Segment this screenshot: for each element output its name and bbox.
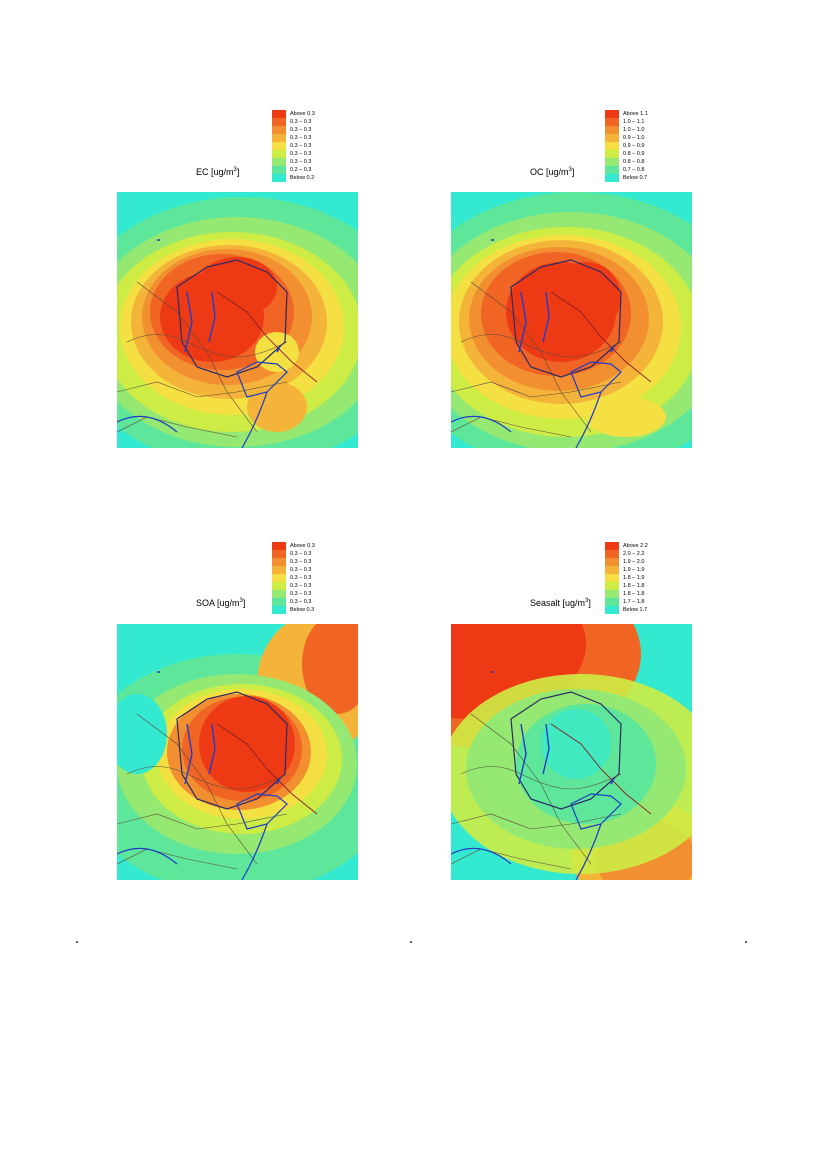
page-mark (76, 941, 78, 943)
legend-label: 1.9 – 2.0 (623, 559, 645, 565)
legend-entry: 0.3 – 0.3 (272, 142, 352, 150)
legend-entry: Above 0.3 (272, 110, 352, 118)
title-sup: 3 (568, 167, 572, 173)
legend-entry: 0.3 – 0.3 (272, 158, 352, 166)
legend-label: Above 0.3 (290, 543, 315, 549)
legend-entry: 1.8 – 1.9 (605, 574, 685, 582)
legend-label: 1.0 – 1.1 (623, 119, 645, 125)
legend-entry: 1.7 – 1.8 (605, 598, 685, 606)
legend-label: 1.8 – 1.8 (623, 591, 645, 597)
legend-label: 0.9 – 1.0 (623, 135, 645, 141)
legend-label: 1.9 – 1.9 (623, 567, 645, 573)
title-text: ] (242, 598, 246, 608)
legend-label: 0.3 – 0.3 (290, 575, 312, 581)
legend-entry: 0.8 – 0.8 (605, 158, 685, 166)
legend-label: 0.9 – 0.9 (623, 143, 645, 149)
legend-label: 1.8 – 1.9 (623, 575, 645, 581)
legend-label: 0.8 – 0.8 (623, 159, 645, 165)
legend-entry: 1.0 – 1.0 (605, 126, 685, 134)
legend-label: Above 0.3 (290, 111, 315, 117)
legend-label: 0.2 – 0.3 (290, 167, 312, 173)
legend-entry: Below 0.7 (605, 174, 685, 182)
legend-label: 0.3 – 0.3 (290, 583, 312, 589)
legend-label: 0.3 – 0.3 (290, 591, 312, 597)
legend-entry: 0.3 – 0.3 (272, 126, 352, 134)
legend-label: 2.0 – 2.2 (623, 551, 645, 557)
legend-entry: 1.9 – 2.0 (605, 558, 685, 566)
seasalt-concentration-map (451, 624, 692, 880)
legend-label: 0.3 – 0.3 (290, 127, 312, 133)
legend-entry: 0.3 – 0.3 (272, 558, 352, 566)
ec-map-title: EC [ug/m3] (196, 167, 239, 177)
title-sup: 3 (239, 598, 243, 604)
legend-label: 0.3 – 0.3 (290, 551, 312, 557)
title-text: OC [ug/m (530, 167, 569, 177)
legend-label: 1.8 – 1.8 (623, 583, 645, 589)
legend-entry: Above 2.2 (605, 542, 685, 550)
page-mark (745, 941, 747, 943)
ec-concentration-map (117, 192, 358, 448)
legend-label: Above 2.2 (623, 543, 648, 549)
legend-label: 0.3 – 0.3 (290, 559, 312, 565)
legend-label: 0.3 – 0.3 (290, 159, 312, 165)
legend-entry: 0.9 – 1.0 (605, 134, 685, 142)
soa-concentration-map (117, 624, 358, 880)
legend-entry: Below 0.3 (272, 606, 352, 614)
legend-entry: 0.3 – 0.3 (272, 582, 352, 590)
title-text: ] (571, 167, 575, 177)
legend-label: 1.0 – 1.0 (623, 127, 645, 133)
soa-map-title: SOA [ug/m3] (196, 598, 245, 608)
legend-label: 0.3 – 0.3 (290, 135, 312, 141)
seasalt-map-title: Seasalt [ug/m3] (530, 598, 591, 608)
legend-entry: 0.3 – 0.3 (272, 590, 352, 598)
legend-entry: 1.9 – 1.9 (605, 566, 685, 574)
legend-label: Above 1.1 (623, 111, 648, 117)
legend-label: 1.7 – 1.8 (623, 599, 645, 605)
legend-label: Below 0.7 (623, 175, 648, 181)
legend-entry: 0.3 – 0.3 (272, 118, 352, 126)
legend-entry: 2.0 – 2.2 (605, 550, 685, 558)
title-text: Seasalt [ug/m (530, 598, 586, 608)
legend-label: 0.3 – 0.3 (290, 567, 312, 573)
legend-entry: 0.3 – 0.3 (272, 598, 352, 606)
legend-label: 0.3 – 0.3 (290, 143, 312, 149)
oc-concentration-map (451, 192, 692, 448)
legend-entry: Below 0.2 (272, 174, 352, 182)
title-text: EC [ug/m (196, 167, 234, 177)
legend-label: Below 0.3 (290, 607, 315, 613)
legend-entry: 1.8 – 1.8 (605, 590, 685, 598)
legend-entry: Below 1.7 (605, 606, 685, 614)
legend-entry: 0.3 – 0.3 (272, 134, 352, 142)
legend-entry: 0.3 – 0.3 (272, 566, 352, 574)
legend-entry: 1.0 – 1.1 (605, 118, 685, 126)
legend-entry: 0.8 – 0.9 (605, 150, 685, 158)
title-text: ] (236, 167, 240, 177)
legend-entry: Above 0.3 (272, 542, 352, 550)
legend-entry: Above 1.1 (605, 110, 685, 118)
legend-label: Below 1.7 (623, 607, 648, 613)
oc-map-title: OC [ug/m3] (530, 167, 574, 177)
legend-label: 0.3 – 0.3 (290, 151, 312, 157)
title-text: ] (588, 598, 591, 608)
legend-entry: 0.3 – 0.3 (272, 574, 352, 582)
title-sup: 3 (233, 167, 237, 173)
legend-label: 0.7 – 0.8 (623, 167, 645, 173)
legend-entry: 0.3 – 0.3 (272, 550, 352, 558)
legend-entry: 0.9 – 0.9 (605, 142, 685, 150)
legend-entry: 0.2 – 0.3 (272, 166, 352, 174)
legend-entry: 1.8 – 1.8 (605, 582, 685, 590)
title-sup: 3 (585, 598, 589, 604)
legend-label: 0.8 – 0.9 (623, 151, 645, 157)
legend-label: 0.3 – 0.3 (290, 599, 312, 605)
legend-label: 0.3 – 0.3 (290, 119, 312, 125)
page-mark (410, 941, 412, 943)
legend-entry: 0.7 – 0.8 (605, 166, 685, 174)
legend-entry: 0.3 – 0.3 (272, 150, 352, 158)
legend-label: Below 0.2 (290, 175, 315, 181)
title-text: SOA [ug/m (196, 598, 240, 608)
